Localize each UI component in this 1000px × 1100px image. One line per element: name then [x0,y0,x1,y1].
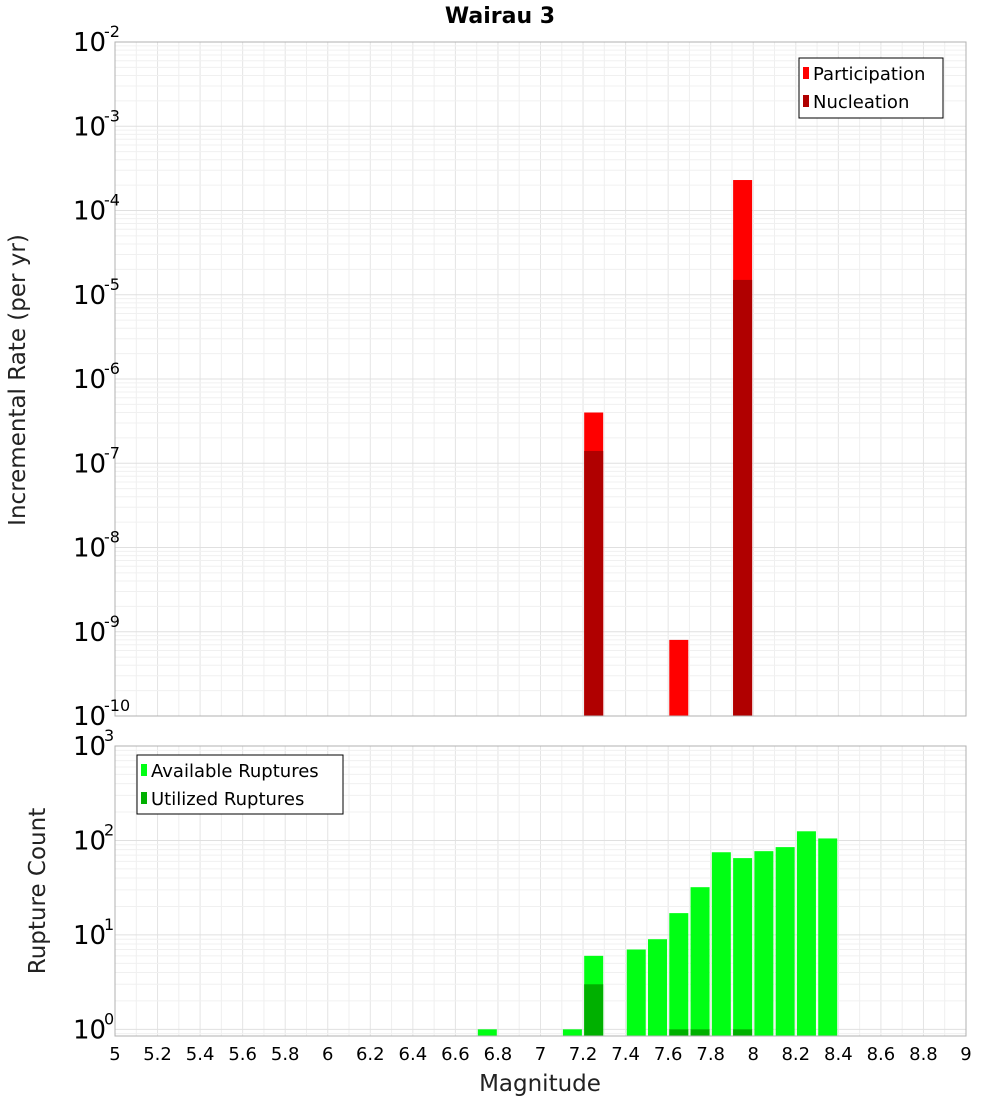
bottom-plot-frame [114,745,967,1037]
rate-bar-nucleation [584,450,604,716]
legend-label: Available Ruptures [151,761,319,782]
x-tick-label: 5.2 [143,1044,172,1065]
count-bar-available [690,887,710,1036]
legend-label: Utilized Ruptures [151,789,304,810]
x-tick-label: 5.6 [228,1044,257,1065]
y-tick-label: 10 [73,281,106,311]
legend-swatch [803,95,809,107]
x-tick-label: 8.2 [781,1044,810,1065]
y-tick-exponent: 3 [104,726,114,745]
y-tick-exponent: -5 [104,275,120,294]
y-tick-exponent: -3 [104,106,120,125]
y-tick-label: 10 [73,702,106,732]
y-tick-label: 10 [73,365,106,395]
y-tick-label: 10 [73,618,106,648]
legend-swatch [141,764,147,776]
y-tick-label: 10 [73,28,106,58]
x-tick-label: 7.8 [696,1044,725,1065]
x-tick-label: 7 [535,1044,546,1065]
y-tick-exponent: -9 [104,612,120,631]
count-bar-utilized [584,984,604,1036]
rate-bar-participation [669,639,689,716]
bottom-y-axis-label: Rupture Count [25,808,51,974]
legend-box [136,754,344,815]
chart-title: Wairau 3 [445,4,555,29]
x-tick-label: 7.2 [569,1044,598,1065]
x-tick-label: 5.8 [271,1044,300,1065]
x-tick-label: 6.2 [356,1044,385,1065]
y-tick-exponent: 2 [104,820,114,839]
y-tick-exponent: 0 [104,1009,114,1028]
x-tick-label: 8.6 [867,1044,896,1065]
count-bar-available [626,949,646,1036]
count-bar-available [796,831,816,1036]
y-tick-exponent: 1 [104,915,114,934]
y-tick-label: 10 [73,534,106,564]
rate-bar-nucleation [733,279,753,716]
y-tick-exponent: -8 [104,528,120,547]
y-tick-label: 10 [73,732,106,762]
count-bar-available [669,913,689,1036]
y-tick-label: 10 [73,449,106,479]
y-tick-exponent: -7 [104,443,120,462]
count-bar-available [648,939,668,1036]
count-bar-available [818,838,838,1036]
x-tick-label: 6.8 [484,1044,513,1065]
top-plot-frame [114,41,967,717]
x-tick-label: 6 [322,1044,333,1065]
x-tick-label: 5.4 [186,1044,215,1065]
y-tick-label: 10 [73,826,106,856]
y-tick-label: 10 [73,921,106,951]
count-bar-utilized [669,1029,689,1036]
y-tick-exponent: -4 [104,191,120,210]
count-bar-available [711,852,731,1036]
count-bar-utilized [733,1029,753,1036]
legend-box [798,57,944,119]
top-y-axis-label: Incremental Rate (per yr) [5,234,31,526]
y-tick-exponent: -6 [104,359,120,378]
count-bar-available [562,1029,582,1036]
x-tick-label: 9 [960,1044,971,1065]
y-tick-exponent: -2 [104,22,120,41]
y-tick-label: 10 [73,1015,106,1045]
count-bar-available [754,851,774,1036]
count-bar-available [733,858,753,1036]
x-tick-label: 8 [748,1044,759,1065]
y-tick-label: 10 [73,112,106,142]
count-bar-available [477,1029,497,1036]
count-bar-utilized [690,1029,710,1036]
legend-swatch [141,792,147,804]
count-bar-available [775,847,795,1036]
y-tick-exponent: -10 [104,696,130,715]
x-tick-label: 6.4 [399,1044,428,1065]
legend-swatch [803,67,809,79]
legend-label: Nucleation [813,92,909,113]
x-tick-label: 5 [109,1044,120,1065]
x-axis-label: Magnitude [479,1071,601,1097]
x-tick-label: 7.6 [654,1044,683,1065]
x-tick-label: 8.4 [824,1044,853,1065]
x-tick-label: 8.8 [909,1044,938,1065]
x-tick-label: 7.4 [611,1044,640,1065]
legend-label: Participation [813,64,925,85]
x-tick-label: 6.6 [441,1044,470,1065]
y-tick-label: 10 [73,197,106,227]
